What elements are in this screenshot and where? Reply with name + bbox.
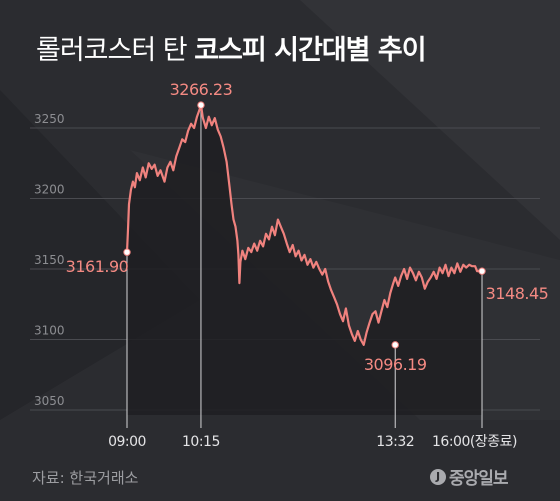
data-point bbox=[478, 267, 486, 275]
logo-mark-icon: J bbox=[430, 468, 446, 485]
y-tick-label: 3200 bbox=[34, 183, 65, 197]
source-note: 자료: 한국거래소 bbox=[32, 469, 139, 487]
y-tick-label: 3250 bbox=[34, 112, 65, 126]
x-tick-label: 13:32 bbox=[376, 434, 414, 450]
publisher-logo: J 중앙일보 bbox=[430, 464, 509, 489]
data-point bbox=[123, 248, 131, 256]
x-tick-label: 09:00 bbox=[108, 434, 146, 450]
y-tick-label: 3100 bbox=[34, 324, 65, 338]
series-line bbox=[125, 104, 482, 346]
title-plain: 롤러코스터 탄 bbox=[36, 35, 188, 66]
data-point bbox=[197, 101, 205, 109]
y-tick-label: 3150 bbox=[34, 253, 65, 267]
y-tick-label: 3050 bbox=[34, 394, 65, 408]
data-label: 3161.90 bbox=[66, 257, 129, 276]
page-title: 롤러코스터 탄 코스피 시간대별 추이 bbox=[36, 28, 427, 67]
x-tick-label: 16:00(장종료) bbox=[432, 434, 517, 450]
title-bold: 코스피 시간대별 추이 bbox=[194, 35, 426, 66]
data-point bbox=[391, 341, 399, 349]
data-label: 3096.19 bbox=[364, 355, 427, 374]
x-tick-label: 10:15 bbox=[182, 434, 220, 450]
data-label: 3266.23 bbox=[170, 80, 233, 99]
logo-name: 중앙일보 bbox=[449, 469, 509, 489]
area-fill bbox=[127, 105, 482, 415]
data-label: 3148.45 bbox=[486, 284, 549, 303]
